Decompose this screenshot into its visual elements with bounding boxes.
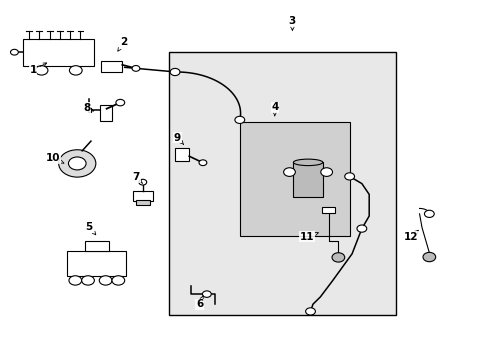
Bar bbox=[239, 122, 349, 236]
Text: 4: 4 bbox=[270, 102, 278, 116]
Bar bbox=[23, 39, 94, 66]
Circle shape bbox=[59, 150, 96, 177]
Text: 12: 12 bbox=[403, 230, 418, 242]
Circle shape bbox=[69, 66, 82, 75]
Text: 8: 8 bbox=[83, 103, 93, 113]
Bar bbox=[101, 61, 122, 72]
Bar bbox=[174, 148, 189, 161]
Circle shape bbox=[81, 276, 94, 285]
Bar bbox=[133, 191, 152, 201]
Circle shape bbox=[199, 160, 206, 166]
Text: 9: 9 bbox=[174, 133, 183, 144]
Ellipse shape bbox=[293, 159, 322, 166]
Text: 3: 3 bbox=[288, 15, 295, 31]
Circle shape bbox=[69, 276, 81, 285]
Text: 7: 7 bbox=[132, 172, 142, 184]
Circle shape bbox=[68, 157, 86, 170]
Bar bbox=[100, 105, 112, 121]
Circle shape bbox=[170, 68, 180, 76]
Circle shape bbox=[283, 168, 295, 176]
Text: 10: 10 bbox=[46, 153, 64, 163]
Bar bbox=[67, 251, 126, 276]
Circle shape bbox=[132, 66, 140, 71]
Circle shape bbox=[11, 49, 19, 55]
Circle shape bbox=[331, 253, 344, 262]
Text: 1: 1 bbox=[30, 63, 46, 75]
Bar bbox=[87, 108, 91, 112]
Text: 2: 2 bbox=[118, 37, 127, 51]
Circle shape bbox=[356, 225, 366, 232]
Circle shape bbox=[99, 276, 112, 285]
Text: 6: 6 bbox=[196, 296, 203, 309]
Circle shape bbox=[320, 168, 332, 176]
Circle shape bbox=[234, 116, 244, 123]
Circle shape bbox=[422, 252, 435, 262]
Circle shape bbox=[344, 173, 354, 180]
Bar bbox=[136, 200, 149, 205]
Circle shape bbox=[305, 308, 315, 315]
Circle shape bbox=[116, 99, 124, 106]
Bar bbox=[168, 52, 395, 315]
Circle shape bbox=[202, 291, 211, 297]
Bar bbox=[85, 241, 108, 251]
Bar bbox=[321, 207, 335, 213]
Circle shape bbox=[35, 66, 48, 75]
Text: 11: 11 bbox=[299, 232, 318, 242]
Circle shape bbox=[139, 179, 146, 185]
Bar bbox=[293, 162, 322, 197]
Circle shape bbox=[112, 276, 124, 285]
Circle shape bbox=[424, 210, 433, 217]
Text: 5: 5 bbox=[85, 222, 96, 235]
